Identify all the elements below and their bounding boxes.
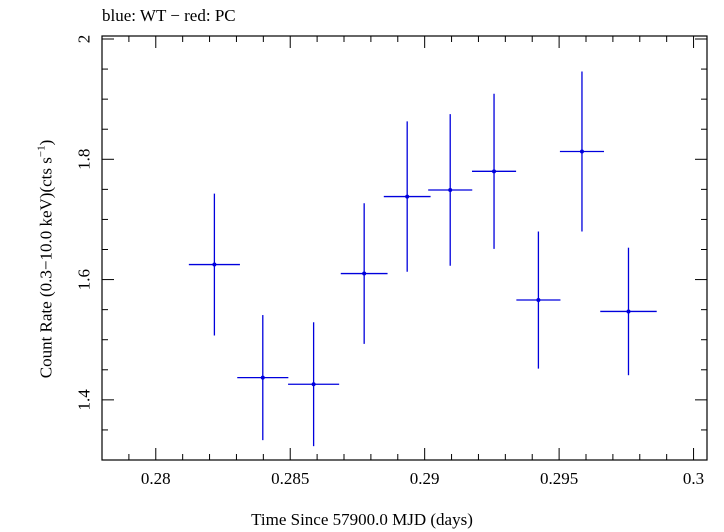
data-point bbox=[237, 315, 289, 441]
data-marker bbox=[626, 309, 631, 314]
y-axis-label-main: Count Rate (0.3−10.0 keV)(cts s bbox=[36, 157, 56, 379]
x-tick-label: 0.295 bbox=[540, 469, 578, 488]
chart-title: blue: WT − red: PC bbox=[102, 6, 236, 25]
data-points bbox=[188, 71, 657, 447]
data-marker bbox=[311, 382, 316, 387]
y-axis-label-end: ) bbox=[36, 139, 56, 146]
y-axis-label-superscript: −1 bbox=[35, 145, 48, 158]
data-point bbox=[188, 193, 240, 336]
data-marker bbox=[405, 194, 410, 199]
y-tick-label: 1.4 bbox=[75, 389, 94, 411]
data-marker bbox=[212, 262, 217, 267]
data-point bbox=[516, 231, 561, 369]
data-point bbox=[383, 121, 431, 272]
y-axis-label: Count Rate (0.3−10.0 keV)(cts s−1) bbox=[36, 140, 57, 379]
data-marker bbox=[579, 149, 584, 154]
data-marker bbox=[492, 169, 497, 174]
data-point bbox=[559, 71, 605, 232]
x-tick-label: 0.285 bbox=[271, 469, 309, 488]
tick-labels: 0.28 0.285 0.29 0.295 0.3 1.4 1.6 1.8 2 bbox=[75, 35, 705, 488]
x-axis-label: Time Since 57900.0 MJD (days) bbox=[251, 510, 473, 529]
data-point bbox=[340, 203, 388, 344]
data-marker bbox=[362, 271, 367, 276]
data-marker bbox=[448, 187, 453, 192]
y-tick-label: 1.8 bbox=[75, 149, 94, 170]
data-point bbox=[428, 114, 473, 266]
x-tick-label: 0.28 bbox=[141, 469, 171, 488]
x-tick-label: 0.3 bbox=[683, 469, 704, 488]
data-point bbox=[288, 322, 340, 447]
data-marker bbox=[536, 298, 541, 303]
axis-ticks bbox=[101, 36, 707, 461]
data-marker bbox=[260, 375, 265, 380]
y-tick-label: 1.6 bbox=[75, 269, 94, 290]
x-tick-label: 0.29 bbox=[410, 469, 440, 488]
plot-frame bbox=[101, 35, 708, 461]
y-tick-label: 2 bbox=[75, 35, 94, 44]
data-point bbox=[600, 247, 657, 376]
data-point bbox=[471, 93, 517, 249]
